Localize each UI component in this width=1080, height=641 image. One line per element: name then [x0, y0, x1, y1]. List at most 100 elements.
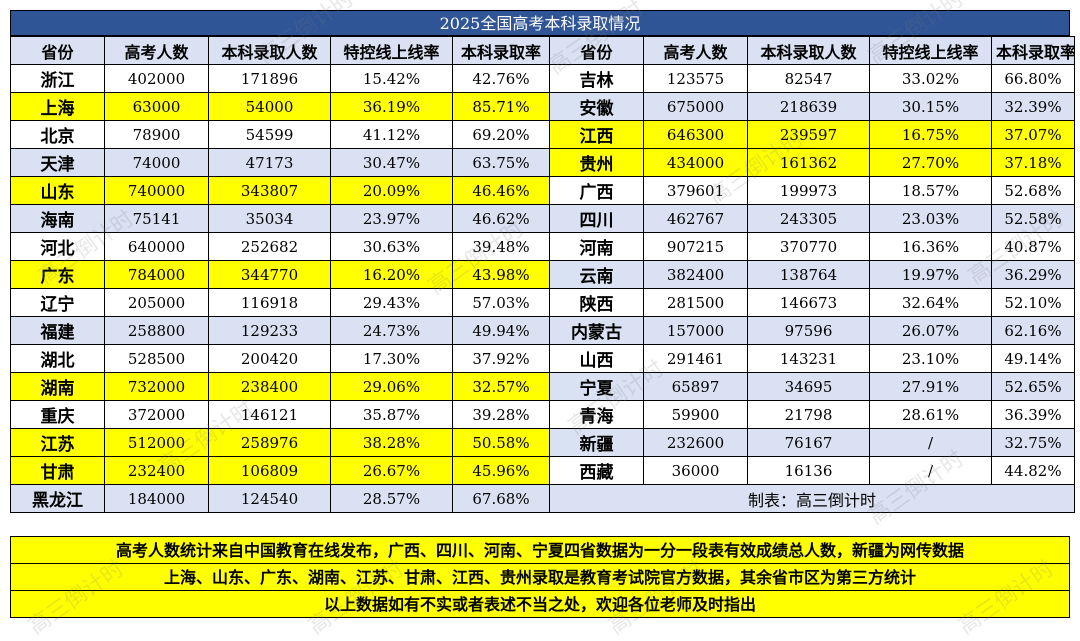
left-admit-rate-cell: 45.96%	[452, 456, 550, 485]
table-row: 重庆 372000 146121 35.87% 39.28% 青海 59900 21798 28…	[10, 400, 1075, 429]
left-province-cell: 广东	[10, 260, 105, 289]
right-admit-count-cell: 218639	[747, 92, 870, 121]
left-tier-rate-cell: 38.28%	[330, 428, 453, 457]
right-tier-rate-cell: 27.91%	[869, 372, 992, 401]
left-tier-rate-cell: 23.97%	[330, 204, 453, 233]
left-province-cell: 福建	[10, 316, 105, 345]
left-admit-rate-cell: 43.98%	[452, 260, 550, 289]
right-province-cell: 广西	[549, 176, 644, 205]
right-exam-count-cell: 59900	[643, 400, 748, 429]
column-header: 特控线上线率	[869, 36, 992, 65]
left-admit-count-cell: 54599	[208, 120, 331, 149]
right-exam-count-cell: 65897	[643, 372, 748, 401]
column-header: 高考人数	[643, 36, 748, 65]
right-tier-rate-cell: 19.97%	[869, 260, 992, 289]
right-admit-rate-cell: 52.68%	[991, 176, 1075, 205]
left-admit-rate-cell: 39.48%	[452, 232, 550, 261]
credit-label: 制表：高三倒计时	[549, 484, 1075, 513]
right-admit-rate-cell: 40.87%	[991, 232, 1075, 261]
left-admit-rate-cell: 50.58%	[452, 428, 550, 457]
right-province-cell: 宁夏	[549, 372, 644, 401]
column-header: 本科录取率	[452, 36, 550, 65]
right-exam-count-cell: 232600	[643, 428, 748, 457]
left-exam-count-cell: 74000	[104, 148, 209, 177]
left-province-cell: 湖南	[10, 372, 105, 401]
right-province-cell: 四川	[549, 204, 644, 233]
left-admit-rate-cell: 37.92%	[452, 344, 550, 373]
admission-table: 省份 高考人数 本科录取人数 特控线上线率 本科录取率 省份 高考人数 本科录取人数 特控线上线…	[10, 36, 1075, 513]
right-admit-count-cell: 82547	[747, 64, 870, 93]
left-exam-count-cell: 528500	[104, 344, 209, 373]
left-exam-count-cell: 258800	[104, 316, 209, 345]
right-exam-count-cell: 646300	[643, 120, 748, 149]
column-header: 省份	[10, 36, 105, 65]
left-exam-count-cell: 63000	[104, 92, 209, 121]
left-admit-count-cell: 171896	[208, 64, 331, 93]
left-tier-rate-cell: 26.67%	[330, 456, 453, 485]
left-admit-count-cell: 344770	[208, 260, 331, 289]
left-admit-count-cell: 54000	[208, 92, 331, 121]
right-exam-count-cell: 907215	[643, 232, 748, 261]
right-admit-count-cell: 97596	[747, 316, 870, 345]
table-row: 福建 258800 129233 24.73% 49.94% 内蒙古 157000 97596…	[10, 316, 1075, 345]
right-province-cell: 安徽	[549, 92, 644, 121]
right-admit-rate-cell: 52.58%	[991, 204, 1075, 233]
left-admit-rate-cell: 49.94%	[452, 316, 550, 345]
right-province-cell: 内蒙古	[549, 316, 644, 345]
left-admit-count-cell: 146121	[208, 400, 331, 429]
right-exam-count-cell: 382400	[643, 260, 748, 289]
left-admit-rate-cell: 67.68%	[452, 484, 550, 513]
right-admit-count-cell: 199973	[747, 176, 870, 205]
table-row: 黑龙江 184000 124540 28.57% 67.68% 制表：高三倒计时	[10, 484, 1075, 513]
left-exam-count-cell: 784000	[104, 260, 209, 289]
note-official: 上海、山东、广东、湖南、江苏、甘肃、江西、贵州录取是教育考试院官方数据，其余省市…	[10, 563, 1070, 591]
right-exam-count-cell: 462767	[643, 204, 748, 233]
right-exam-count-cell: 434000	[643, 148, 748, 177]
table-row: 山东 740000 343807 20.09% 46.46% 广西 379601 199973…	[10, 176, 1075, 205]
left-province-cell: 重庆	[10, 400, 105, 429]
left-admit-rate-cell: 69.20%	[452, 120, 550, 149]
right-admit-rate-cell: 49.14%	[991, 344, 1075, 373]
left-tier-rate-cell: 20.09%	[330, 176, 453, 205]
left-exam-count-cell: 205000	[104, 288, 209, 317]
table-row: 甘肃 232400 106809 26.67% 45.96% 西藏 36000 16136/4…	[10, 456, 1075, 485]
left-admit-count-cell: 35034	[208, 204, 331, 233]
left-province-cell: 甘肃	[10, 456, 105, 485]
right-admit-count-cell: 138764	[747, 260, 870, 289]
left-tier-rate-cell: 15.42%	[330, 64, 453, 93]
right-exam-count-cell: 123575	[643, 64, 748, 93]
right-admit-count-cell: 146673	[747, 288, 870, 317]
left-admit-rate-cell: 46.46%	[452, 176, 550, 205]
left-tier-rate-cell: 28.57%	[330, 484, 453, 513]
right-admit-rate-cell: 44.82%	[991, 456, 1075, 485]
left-admit-rate-cell: 57.03%	[452, 288, 550, 317]
right-province-cell: 河南	[549, 232, 644, 261]
table-row: 浙江 402000 171896 15.42% 42.76% 吉林 123575 82547 3…	[10, 64, 1075, 93]
right-province-cell: 吉林	[549, 64, 644, 93]
left-province-cell: 天津	[10, 148, 105, 177]
right-tier-rate-cell: 32.64%	[869, 288, 992, 317]
column-header: 本科录取率	[991, 36, 1075, 65]
left-province-cell: 海南	[10, 204, 105, 233]
right-admit-rate-cell: 32.75%	[991, 428, 1075, 457]
right-exam-count-cell: 281500	[643, 288, 748, 317]
column-header: 高考人数	[104, 36, 209, 65]
right-admit-rate-cell: 52.65%	[991, 372, 1075, 401]
right-tier-rate-cell: 33.02%	[869, 64, 992, 93]
left-tier-rate-cell: 30.47%	[330, 148, 453, 177]
right-admit-rate-cell: 37.07%	[991, 120, 1075, 149]
left-exam-count-cell: 640000	[104, 232, 209, 261]
right-exam-count-cell: 379601	[643, 176, 748, 205]
right-admit-rate-cell: 36.29%	[991, 260, 1075, 289]
left-admit-count-cell: 252682	[208, 232, 331, 261]
left-tier-rate-cell: 30.63%	[330, 232, 453, 261]
left-exam-count-cell: 740000	[104, 176, 209, 205]
left-tier-rate-cell: 16.20%	[330, 260, 453, 289]
left-exam-count-cell: 402000	[104, 64, 209, 93]
right-admit-rate-cell: 52.10%	[991, 288, 1075, 317]
left-admit-count-cell: 238400	[208, 372, 331, 401]
header-row: 省份 高考人数 本科录取人数 特控线上线率 本科录取率 省份 高考人数 本科录取人数 特控线上线…	[10, 36, 1075, 65]
right-province-cell: 云南	[549, 260, 644, 289]
left-admit-rate-cell: 32.57%	[452, 372, 550, 401]
right-exam-count-cell: 157000	[643, 316, 748, 345]
